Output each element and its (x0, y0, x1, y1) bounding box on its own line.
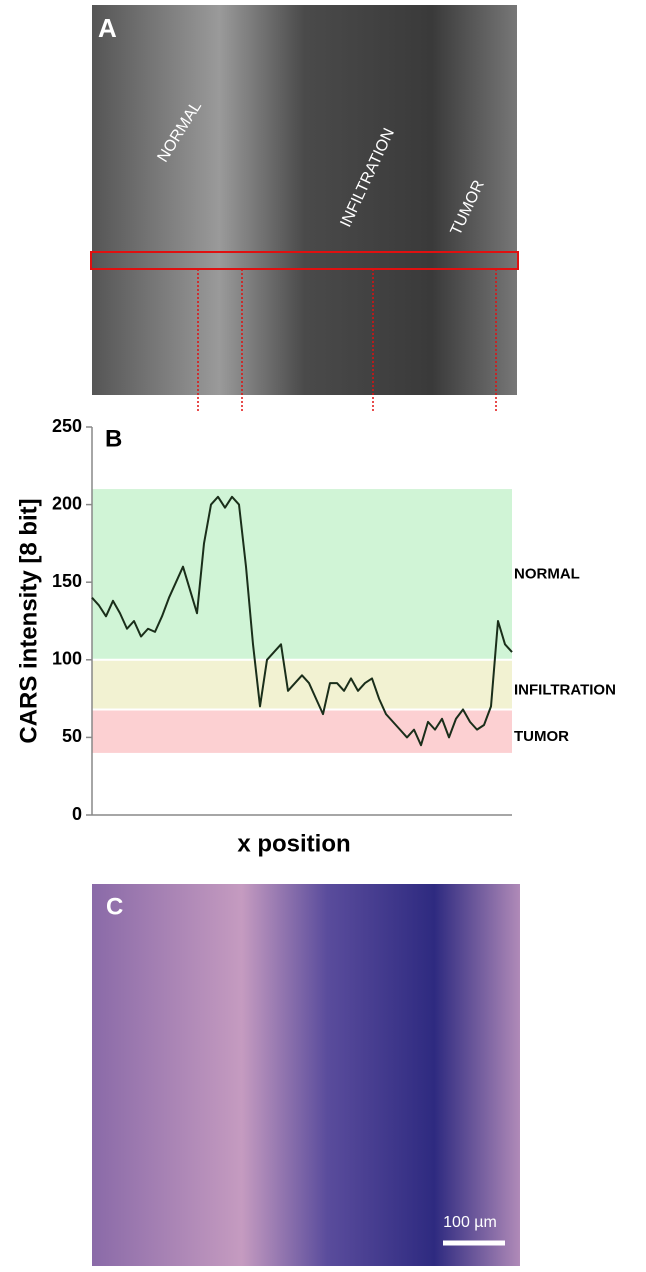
roi-guides (197, 269, 497, 413)
y-tick-label: 100 (52, 649, 82, 669)
band (92, 489, 512, 660)
panel-label: A (98, 13, 117, 43)
y-tick-label: 0 (72, 804, 82, 824)
band-label: TUMOR (514, 728, 569, 745)
roi-box (90, 251, 519, 270)
x-axis-label: x position (237, 830, 350, 857)
panel-label: B (105, 425, 122, 452)
histology-image (92, 884, 520, 1266)
intensity-line (91, 495, 513, 747)
band (92, 659, 512, 710)
chart: NORMAL INFILTRATION TUMOR 0 50 100 150 200 250 (52, 416, 616, 824)
y-tick-label: 150 (52, 571, 82, 591)
band-label: NORMAL (514, 565, 580, 582)
y-tick-label: 50 (62, 726, 82, 746)
band (92, 709, 512, 753)
cars-image (92, 5, 517, 395)
y-tick-label: 250 (52, 416, 82, 436)
y-axis-label: CARS intensity [8 bit] (15, 498, 42, 743)
band-label: INFILTRATION (514, 682, 616, 699)
panel-label: C (106, 893, 123, 920)
scale-bar-label: 100 µm (443, 1214, 497, 1231)
y-tick-label: 200 (52, 493, 82, 513)
